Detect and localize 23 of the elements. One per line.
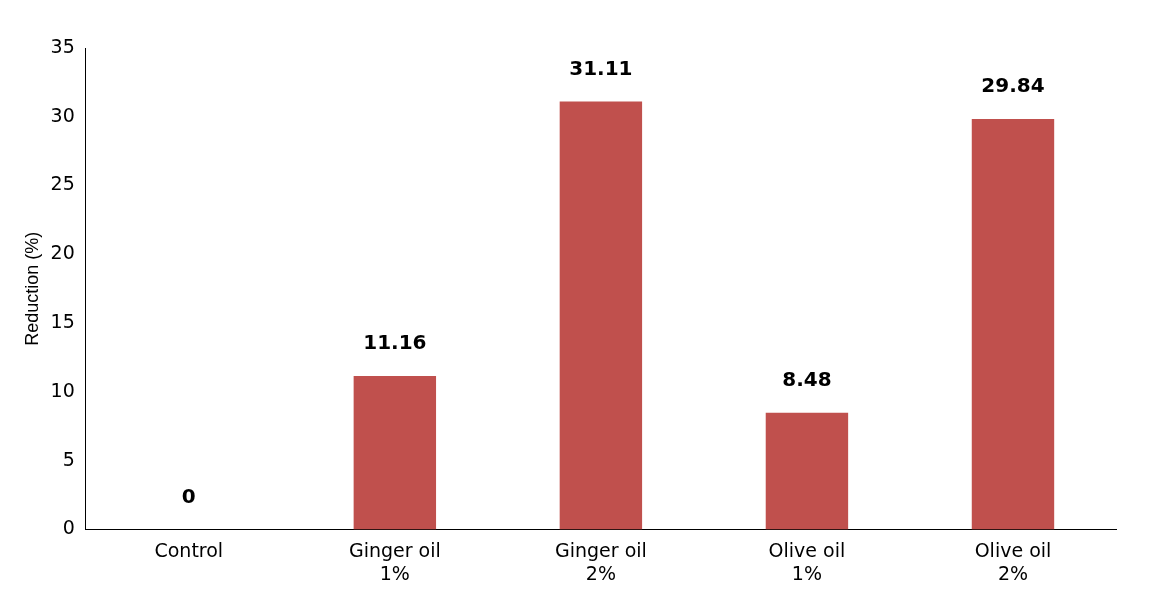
y-tick-label: 0 <box>62 516 75 539</box>
x-tick-label: Olive oil 1% <box>768 538 846 584</box>
y-axis-title: Reduction (%) <box>21 231 42 346</box>
y-tick-label: 15 <box>50 310 75 333</box>
y-tick-label: 10 <box>50 378 75 401</box>
data-label: 11.16 <box>363 330 427 355</box>
y-tick-label: 30 <box>50 103 75 126</box>
x-tick-label: Control <box>154 538 224 561</box>
x-tick-label: Ginger oil 1% <box>348 538 441 584</box>
bar <box>971 118 1055 530</box>
data-label: 0 <box>181 483 196 508</box>
bar <box>765 412 849 530</box>
bar <box>559 101 643 530</box>
y-tick-label: 5 <box>62 447 75 470</box>
data-label: 29.84 <box>981 73 1045 98</box>
y-tick-label: 20 <box>50 241 75 264</box>
y-tick-label: 35 <box>50 34 75 57</box>
y-tick-label: 25 <box>50 172 75 195</box>
x-tick-label: Ginger oil 2% <box>554 538 647 584</box>
data-label: 8.48 <box>782 366 832 391</box>
x-tick-label: Olive oil 2% <box>974 538 1052 584</box>
data-label: 31.11 <box>569 55 633 80</box>
bar <box>353 375 437 530</box>
